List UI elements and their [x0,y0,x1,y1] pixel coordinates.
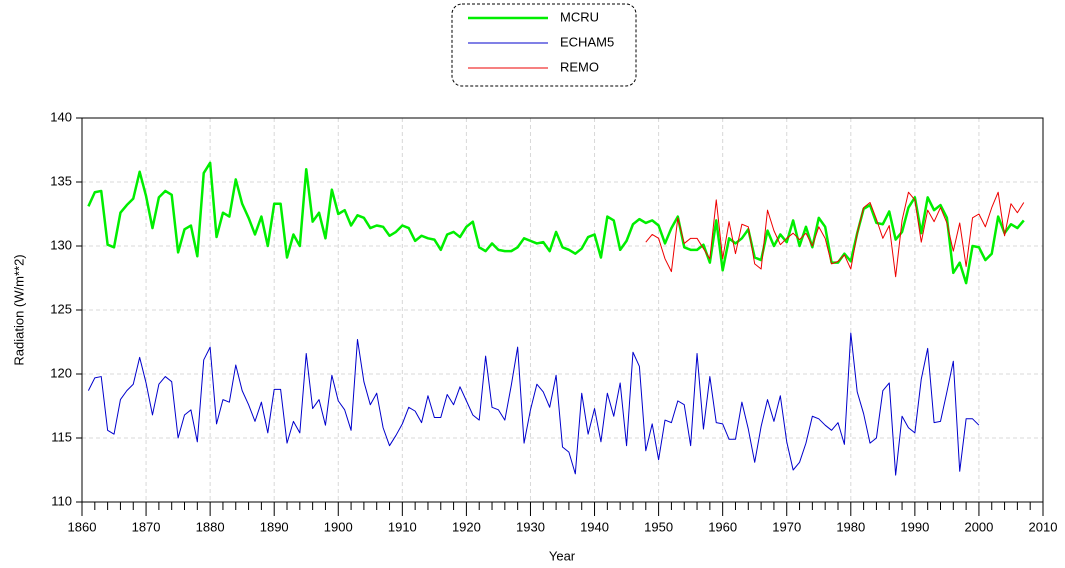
x-tick-label: 2000 [964,519,993,534]
legend-label: ECHAM5 [560,34,614,49]
x-tick-label: 1860 [68,519,97,534]
series-line [87,332,980,476]
y-tick-label: 115 [51,429,72,444]
y-axis-label: Radiation (W/m**2) [11,254,26,365]
x-tick-label: 1870 [132,519,161,534]
x-tick-label: 1910 [388,519,417,534]
x-tick-label: 1980 [836,519,865,534]
x-axis-label: Year [549,548,576,563]
x-tick-label: 2010 [1029,519,1058,534]
x-tick-label: 1940 [580,519,609,534]
series-line [645,191,1025,278]
x-tick-label: 1950 [644,519,673,534]
y-tick-label: 110 [51,493,72,508]
x-tick-label: 1930 [516,519,545,534]
series-line [87,161,1025,285]
legend-label: MCRU [560,9,599,24]
x-tick-label: 1890 [260,519,289,534]
x-tick-label: 1990 [900,519,929,534]
plot-frame [81,117,1044,503]
legend-box [451,3,637,87]
x-tick-label: 1880 [196,519,225,534]
y-tick-label: 125 [50,301,72,316]
x-tick-label: 1900 [324,519,353,534]
legend-label: REMO [560,59,599,74]
legend: MCRU ECHAM5 REMO [468,9,614,74]
x-tick-label: 1970 [772,519,801,534]
y-tick-label: 130 [50,237,72,252]
y-tick-label: 120 [50,365,72,380]
x-tick-label: 1960 [708,519,737,534]
x-tick-label: 1920 [452,519,481,534]
y-tick-label: 140 [50,109,72,124]
y-tick-label: 135 [50,173,72,188]
